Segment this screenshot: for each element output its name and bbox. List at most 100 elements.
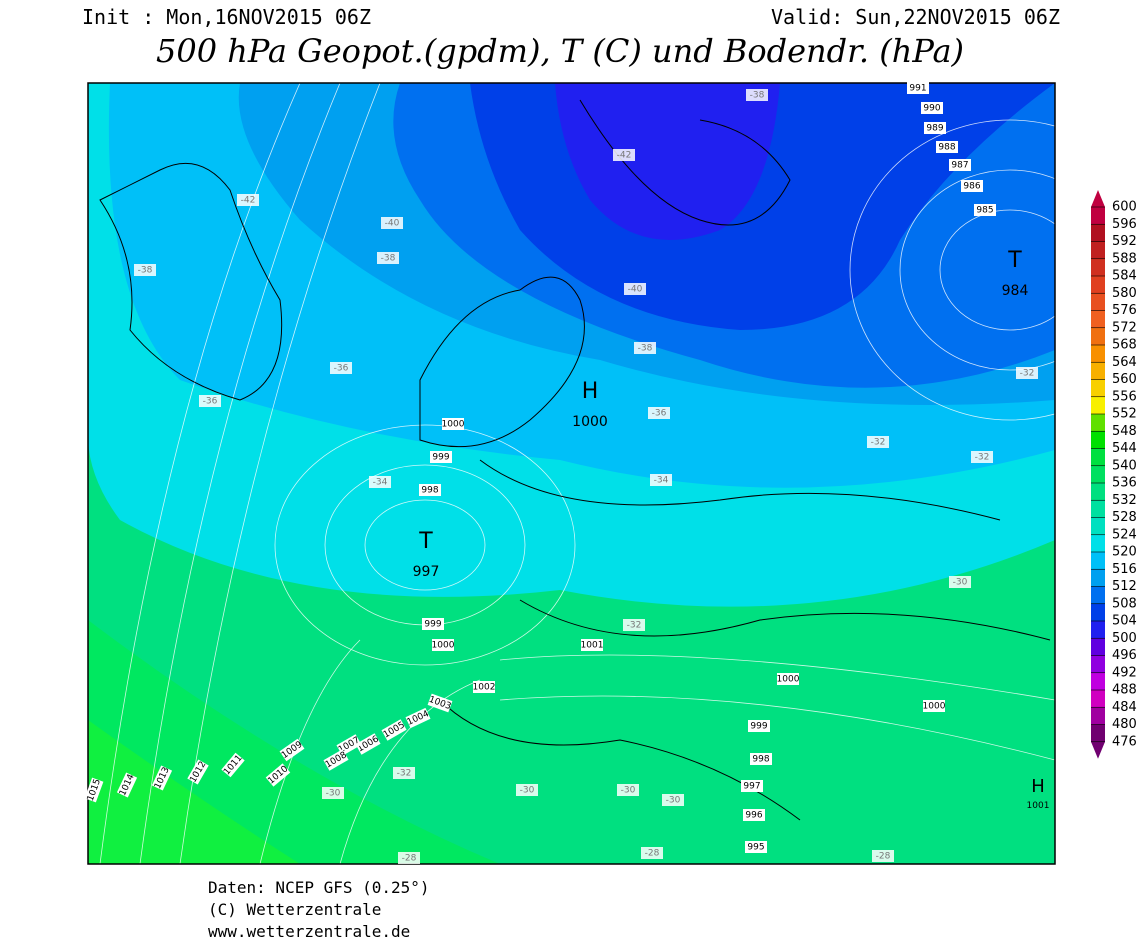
isobar-label-box: [748, 720, 770, 732]
temperature-label-group: -34: [650, 474, 672, 486]
temperature-label: -36: [652, 409, 667, 419]
temperature-label: -30: [520, 786, 535, 796]
temperature-label-box: [398, 852, 420, 864]
temperature-label: -28: [402, 854, 417, 864]
init-time: Init : Mon,16NOV2015 06Z: [82, 5, 371, 29]
temperature-label-group: -30: [322, 787, 344, 799]
temperature-label-box: [617, 784, 639, 796]
colorbar-label: 480: [1112, 717, 1137, 732]
temperature-label-box: [613, 149, 635, 161]
temperature-label: -38: [750, 91, 765, 101]
colorbar-label: 580: [1112, 286, 1137, 301]
temperature-label: -38: [638, 344, 653, 354]
colorbar-label: 528: [1112, 510, 1137, 525]
temperature-label-group: -36: [330, 362, 352, 374]
isobar-label: 989: [926, 124, 943, 134]
isobar-label-group: 999: [748, 720, 770, 732]
colorbar-swatch: [1091, 431, 1105, 449]
pressure-center-value: 997: [413, 564, 440, 580]
temperature-label: -30: [326, 789, 341, 799]
isobar-label: 1000: [442, 420, 465, 430]
isobar-label: 991: [909, 84, 926, 94]
isobar-label-group: 1000: [442, 418, 465, 430]
temperature-label-group: -30: [617, 784, 639, 796]
isobar-label-box: [924, 122, 946, 134]
isobar-label: 1000: [432, 641, 455, 651]
pressure-center-symbol: T: [418, 529, 433, 554]
temperature-label-box: [1016, 367, 1038, 379]
isobar-label-group: 1001: [581, 639, 603, 651]
colorbar-swatch: [1091, 500, 1105, 518]
isobar-label: 999: [750, 722, 767, 732]
isobar-label: 986: [963, 182, 980, 192]
isobar-label-group: 998: [419, 484, 441, 496]
colorbar-label: 568: [1112, 338, 1137, 353]
colorbar-label: 564: [1112, 355, 1137, 370]
temperature-label-group: -32: [393, 767, 415, 779]
colorbar-swatch: [1091, 638, 1105, 656]
isobar-label-box: [187, 759, 209, 785]
temperature-label-group: -28: [872, 850, 894, 862]
colorbar-label: 544: [1112, 441, 1137, 456]
isobar-label-group: 996: [743, 809, 765, 821]
isobar-label: 1000: [923, 702, 946, 712]
colorbar-label: 476: [1112, 734, 1137, 749]
isobar-label: 988: [938, 143, 955, 153]
temperature-label: -34: [373, 478, 388, 488]
colorbar-swatch: [1091, 362, 1105, 380]
temperature-label-box: [634, 342, 656, 354]
isobar-label-box: [221, 752, 245, 778]
isobar-label-box: [743, 809, 765, 821]
temperature-label: -30: [666, 796, 681, 806]
colorbar-bottom-cap: [1091, 741, 1105, 759]
colorbar-label: 540: [1112, 458, 1137, 473]
isobar-label: 1000: [777, 675, 800, 685]
temperature-label: -32: [871, 438, 886, 448]
temperature-label: -38: [381, 254, 396, 264]
footer-line: Daten: NCEP GFS (0.25°): [208, 878, 430, 897]
isobar-label: 1002: [473, 683, 496, 693]
isobar-label-group: 989: [924, 122, 946, 134]
colorbar-swatch: [1091, 414, 1105, 432]
temperature-label-group: -38: [634, 342, 656, 354]
isobar-label: 998: [752, 755, 769, 765]
isobar-label-box: [921, 102, 943, 114]
map-frame: [87, 82, 1056, 865]
temperature-label: -40: [385, 219, 400, 229]
isobar-label-group: 1002: [473, 681, 496, 693]
colorbar-label: 492: [1112, 665, 1137, 680]
isobar-label-group: 1000: [777, 673, 800, 685]
temperature-label: -42: [617, 151, 632, 161]
isobar-label-box: [907, 82, 929, 94]
temperature-label-box: [624, 283, 646, 295]
pressure-center-value: 1000: [572, 414, 608, 430]
colorbar-label: 524: [1112, 527, 1137, 542]
colorbar-swatch: [1091, 707, 1105, 725]
isobar-label-box: [745, 841, 767, 853]
isobar-label-box: [381, 719, 407, 741]
temperature-label-group: -38: [377, 252, 399, 264]
isobar-label-box: [84, 777, 104, 803]
temperature-label-group: -38: [746, 89, 768, 101]
colorbar-label: 572: [1112, 320, 1137, 335]
isobar-label-group: 991: [907, 82, 929, 94]
isobar-label-group: 986: [961, 180, 983, 192]
temperature-label-group: -36: [199, 395, 221, 407]
colorbar-swatch: [1091, 310, 1105, 329]
colorbar-swatch: [1091, 655, 1105, 674]
colorbar-label: 500: [1112, 631, 1137, 646]
temperature-label-group: -28: [641, 847, 663, 859]
colorbar-swatch: [1091, 569, 1105, 587]
temperature-label: -36: [203, 397, 218, 407]
isobar-label-group: 995: [745, 841, 767, 853]
colorbar-swatch: [1091, 241, 1105, 260]
isobar-label-box: [151, 765, 173, 791]
temperature-label: -32: [627, 621, 642, 631]
colorbar-label: 508: [1112, 596, 1137, 611]
isobar-label-box: [279, 738, 305, 762]
colorbar-swatch: [1091, 552, 1105, 570]
colorbar-label: 592: [1112, 234, 1137, 249]
colorbar-label: 532: [1112, 493, 1137, 508]
temperature-label-box: [872, 850, 894, 862]
footer-line: www.wetterzentrale.de: [208, 922, 410, 941]
